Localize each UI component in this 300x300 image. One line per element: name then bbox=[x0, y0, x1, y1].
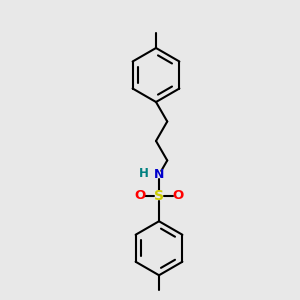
Text: N: N bbox=[154, 168, 164, 181]
Text: S: S bbox=[154, 189, 164, 203]
Text: O: O bbox=[172, 189, 183, 202]
Text: H: H bbox=[139, 167, 149, 180]
Text: O: O bbox=[135, 189, 146, 202]
